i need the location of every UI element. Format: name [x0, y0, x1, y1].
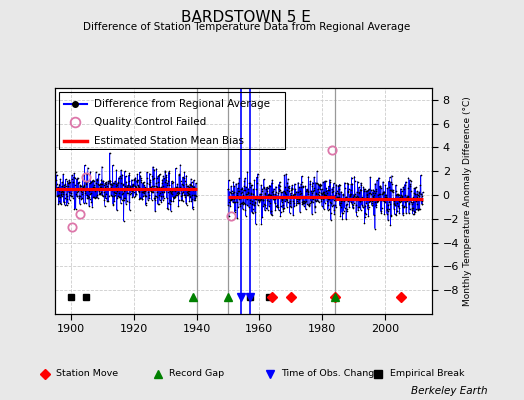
Text: Time of Obs. Change: Time of Obs. Change	[281, 370, 380, 378]
Text: Record Gap: Record Gap	[169, 370, 224, 378]
Text: Difference of Station Temperature Data from Regional Average: Difference of Station Temperature Data f…	[83, 22, 410, 32]
Text: Difference from Regional Average: Difference from Regional Average	[94, 99, 270, 109]
Text: Estimated Station Mean Bias: Estimated Station Mean Bias	[94, 136, 244, 146]
Text: Quality Control Failed: Quality Control Failed	[94, 116, 206, 126]
Text: BARDSTOWN 5 E: BARDSTOWN 5 E	[181, 10, 311, 25]
Text: Empirical Break: Empirical Break	[390, 370, 464, 378]
Text: Berkeley Earth: Berkeley Earth	[411, 386, 487, 396]
Text: Station Move: Station Move	[56, 370, 118, 378]
Y-axis label: Monthly Temperature Anomaly Difference (°C): Monthly Temperature Anomaly Difference (…	[463, 96, 472, 306]
